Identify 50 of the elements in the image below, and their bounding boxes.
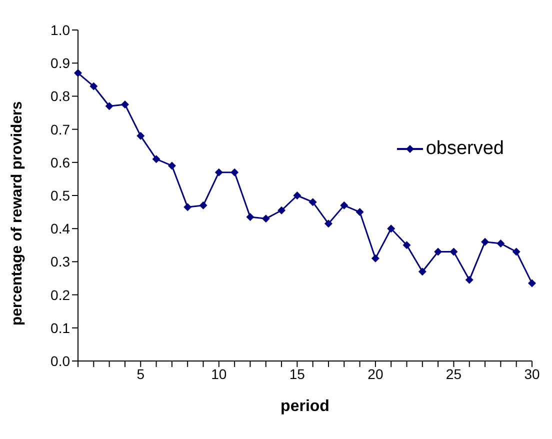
x-tick-label: 5 (136, 366, 145, 382)
x-tick-label: 30 (524, 366, 540, 382)
y-tick-label: 0.3 (50, 254, 70, 270)
y-tick-label: 0.6 (50, 154, 70, 170)
point (434, 248, 442, 256)
y-axis-title: percentage of reward providers (8, 101, 26, 326)
point (481, 238, 490, 246)
point (199, 201, 208, 210)
legend-label: observed (426, 138, 504, 160)
point (308, 198, 317, 206)
point (230, 168, 239, 176)
point (74, 69, 82, 78)
point (450, 248, 458, 256)
point (246, 213, 254, 222)
point (356, 208, 364, 216)
point (152, 155, 160, 164)
point (120, 100, 129, 108)
y-tick-label: 0.5 (50, 187, 70, 204)
y-tick-label: 1.0 (50, 22, 70, 38)
point (168, 162, 176, 170)
point (214, 168, 223, 176)
y-tick-label: 0.1 (50, 320, 70, 336)
y-tick-label: 0.9 (50, 55, 70, 72)
y-tick-label: 0.4 (50, 220, 70, 237)
point (184, 203, 192, 212)
point (402, 241, 411, 250)
point (278, 206, 286, 214)
point (340, 201, 348, 210)
point (105, 102, 114, 110)
y-tick-label: 0.7 (50, 121, 70, 138)
x-axis-title: period (280, 398, 330, 415)
point (262, 214, 270, 223)
point (293, 192, 302, 200)
point (324, 220, 332, 228)
point (496, 239, 505, 248)
point (90, 82, 98, 90)
point (512, 248, 520, 256)
y-tick-label: 0.2 (50, 286, 70, 303)
point (465, 276, 474, 284)
x-tick-label: 10 (211, 366, 227, 382)
point (371, 254, 380, 262)
point (418, 268, 426, 276)
x-tick-label: 20 (368, 366, 384, 382)
x-tick-label: 15 (289, 366, 306, 382)
y-tick-label: 0.8 (50, 88, 70, 104)
x-tick-label: 25 (446, 366, 462, 382)
y-tick-label: 0.0 (50, 352, 70, 369)
point (387, 224, 396, 233)
point (528, 279, 536, 288)
point (136, 132, 145, 140)
